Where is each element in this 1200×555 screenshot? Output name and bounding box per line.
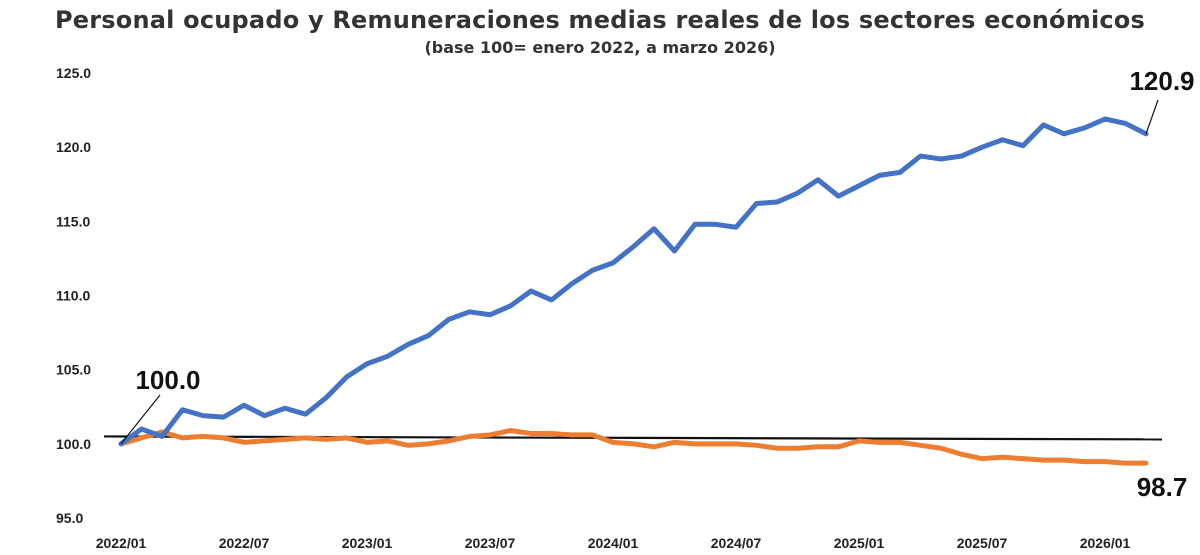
series-lines <box>118 116 1149 466</box>
x-tick-label: 2023/07 <box>465 535 516 551</box>
x-tick-label: 2022/07 <box>219 535 270 551</box>
reference-line-100 <box>103 435 1163 441</box>
annotations: 100.0 120.9 98.7 <box>120 66 1195 502</box>
x-tick-label: 2025/01 <box>834 535 885 551</box>
y-tick-label: 110.0 <box>56 288 90 304</box>
chart-title: Personal ocupado y Remuneraciones medias… <box>55 6 1145 34</box>
y-axis-ticks: 95.0 100.0 105.0 110.0 115.0 120.0 125.0 <box>56 65 91 526</box>
y-tick-label: 105.0 <box>56 362 91 378</box>
chart-subtitle: (base 100= enero 2022, a marzo 2026) <box>424 38 776 57</box>
x-axis-ticks: 2022/01 2022/07 2023/01 2023/07 2024/01 2024/… <box>96 535 1131 551</box>
x-tick-label: 2026/01 <box>1080 535 1131 551</box>
y-tick-label: 125.0 <box>56 65 91 81</box>
annotation-end-orange-value: 98.7 <box>1137 472 1188 502</box>
y-tick-label: 95.0 <box>56 510 83 526</box>
y-tick-label: 100.0 <box>56 436 91 452</box>
annotation-leader-start <box>120 394 161 445</box>
series-line-1 <box>118 427 1149 466</box>
x-tick-label: 2022/01 <box>96 535 147 551</box>
x-tick-label: 2024/07 <box>711 535 762 551</box>
x-tick-label: 2024/01 <box>588 535 639 551</box>
x-tick-label: 2025/07 <box>957 535 1008 551</box>
annotation-start-value: 100.0 <box>135 365 200 395</box>
annotation-leader-end-blue <box>1145 99 1159 135</box>
annotation-end-blue-value: 120.9 <box>1129 66 1194 96</box>
y-tick-label: 115.0 <box>56 213 90 229</box>
x-tick-label: 2023/01 <box>342 535 393 551</box>
series-line-0 <box>118 116 1149 447</box>
y-tick-label: 120.0 <box>56 139 91 155</box>
